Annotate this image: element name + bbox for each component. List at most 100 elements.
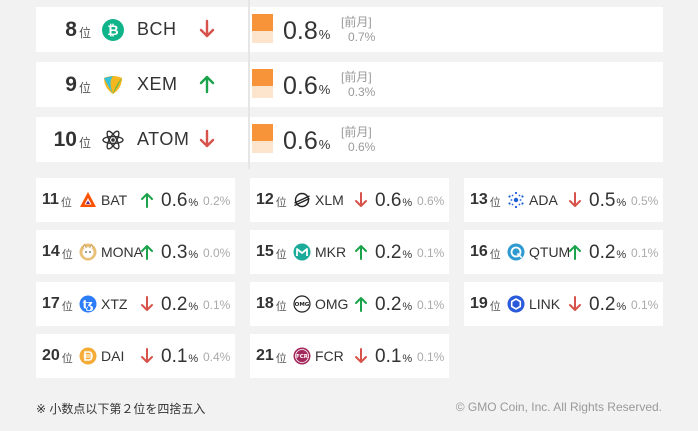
prev-month-label: [前月]: [341, 125, 372, 139]
rank-number: 9: [65, 72, 77, 96]
arrow-down-icon: [355, 348, 367, 363]
prev-month-value: 0.5%: [631, 194, 659, 208]
svg-text:ꜩ: ꜩ: [83, 298, 94, 312]
prev-month-label: [前月]: [341, 70, 372, 84]
ranking-card: 21 位 FCR FCR 0.1% 0.1%: [250, 334, 449, 378]
share-percent: 0.1%: [161, 346, 199, 367]
rank-unit: 位: [78, 80, 91, 95]
share-percent: 0.2%: [589, 294, 627, 315]
prev-month-value: 0.6%: [348, 140, 376, 154]
arrow-up-icon: [141, 193, 153, 208]
svg-text:₿: ₿: [107, 23, 118, 39]
xem-icon: [104, 76, 122, 94]
rank: 21 位: [256, 347, 287, 365]
omg-icon: OMG: [293, 295, 311, 313]
rank: 17 位: [42, 295, 73, 313]
rank-number: 10: [53, 127, 77, 151]
prev-month-value: 0.3%: [348, 85, 376, 99]
share-percent: 0.6%: [283, 72, 331, 100]
prev-month-value: 0.1%: [417, 298, 445, 312]
prev-month-value: 0.1%: [203, 298, 231, 312]
prev-share-bar: [252, 86, 273, 98]
rank-unit: 位: [78, 25, 91, 40]
ranking-card: 20 位 DAI 0.1% 0.4%: [36, 334, 235, 378]
rank: 19 位: [470, 295, 501, 313]
arrow-down-icon: [141, 296, 153, 311]
share-bar: [252, 69, 273, 86]
share-percent: 0.2%: [161, 294, 199, 315]
prev-month-value: 0.0%: [203, 246, 231, 260]
link-icon: [507, 295, 525, 313]
arrow-up-icon: [141, 245, 153, 260]
arrow-down-icon: [199, 129, 215, 148]
divider: [248, 55, 250, 114]
prev-month-value: 0.2%: [203, 194, 231, 208]
rank-number: 8: [65, 17, 77, 41]
fcr-icon: FCR: [293, 347, 311, 365]
share-percent: 0.2%: [375, 242, 413, 263]
divider: [248, 0, 250, 59]
prev-month-label: [前月]: [341, 15, 372, 29]
arrow-down-icon: [199, 19, 215, 38]
divider: [248, 110, 250, 169]
share-percent: 0.8%: [283, 17, 331, 45]
arrow-down-icon: [355, 192, 367, 207]
share-percent: 0.6%: [161, 190, 199, 211]
share-percent: 0.2%: [589, 242, 627, 263]
copyright: © GMO Coin, Inc. All Rights Reserved.: [455, 400, 662, 414]
share-bar: [252, 124, 273, 141]
ranking-card: 19 位 LINK 0.2% 0.1%: [464, 282, 663, 326]
ranking-card: 15 位 MKR 0.2% 0.1%: [250, 230, 449, 274]
coin-symbol: XLM: [315, 192, 344, 208]
rank: 12 位: [256, 191, 287, 209]
prev-month-value: 0.4%: [203, 350, 231, 364]
share-percent: 0.2%: [375, 294, 413, 315]
prev-month-value: 0.7%: [348, 30, 376, 44]
coin-symbol: MKR: [315, 244, 347, 260]
prev-month-value: 0.1%: [417, 350, 445, 364]
arrow-down-icon: [569, 296, 581, 311]
prev-share-bar: [252, 31, 273, 43]
coin-symbol: DAI: [101, 348, 125, 364]
ranking-card: 13 位 ADA 0.5% 0.5%: [464, 178, 663, 222]
dai-icon: [79, 347, 97, 365]
rank: 18 位: [256, 295, 287, 313]
arrow-down-icon: [569, 192, 581, 207]
prev-share-bar: [252, 141, 273, 153]
arrow-up-icon: [355, 297, 367, 312]
arrow-down-icon: [141, 348, 153, 363]
ranking-card: 18 位 OMG OMG 0.2% 0.1%: [250, 282, 449, 326]
share-percent: 0.6%: [375, 190, 413, 211]
mona-icon: [79, 243, 97, 261]
ranking-card: 16 位 QTUM 0.2% 0.1%: [464, 230, 663, 274]
svg-text:FCR: FCR: [296, 354, 309, 360]
coin-symbol: QTUM: [529, 244, 571, 260]
rounding-note: ※ 小数点以下第２位を四捨五入: [36, 402, 206, 416]
coin-symbol: MONA: [101, 244, 143, 260]
share-bar: [252, 14, 273, 31]
rank: 14 位: [42, 243, 73, 261]
ada-icon: [508, 191, 524, 209]
prev-month-value: 0.6%: [417, 194, 445, 208]
coin-symbol: LINK: [529, 296, 561, 312]
rank: 16 位: [470, 243, 501, 261]
atom-icon: [102, 130, 124, 150]
xlm-icon: [294, 192, 310, 208]
prev-month-value: 0.1%: [417, 246, 445, 260]
ranking-card: 12 位 XLM 0.6% 0.6%: [250, 178, 449, 222]
arrow-up-icon: [355, 245, 367, 260]
arrow-up-icon: [569, 245, 581, 260]
prev-month-value: 0.1%: [631, 246, 659, 260]
xtz-icon: ꜩ: [79, 295, 97, 313]
rank: 13 位: [470, 191, 501, 209]
coin-symbol: BCH: [137, 19, 177, 39]
svg-text:OMG: OMG: [295, 302, 310, 308]
coin-symbol: ADA: [529, 192, 558, 208]
rank: 15 位: [256, 243, 287, 261]
coin-symbol: XEM: [137, 74, 178, 94]
prev-month-value: 0.1%: [631, 298, 659, 312]
share-percent: 0.3%: [161, 242, 199, 263]
